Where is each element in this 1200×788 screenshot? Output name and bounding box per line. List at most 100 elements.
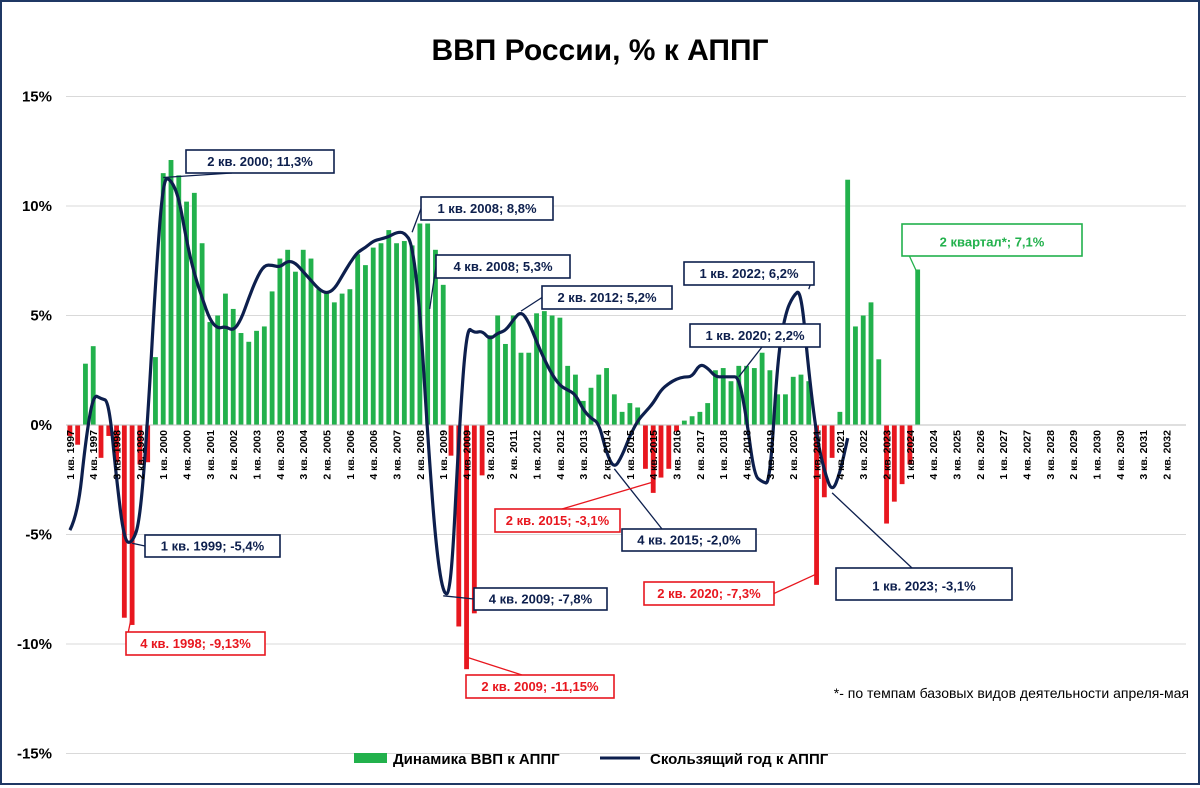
bar [510,315,516,425]
x-tick-label: 3 кв. 2007 [392,430,404,480]
callout-label: 4 кв. 2008; 5,3% [453,259,552,274]
bar [845,179,851,425]
bar [331,302,337,425]
x-tick-label: 3 кв. 2025 [952,430,964,480]
y-tick-label: -5% [25,527,52,544]
bar [67,425,73,436]
data-callouts: 2 кв. 2000; 11,3% 1 кв. 2008; 8,8% 4 кв. 2… [125,149,1083,699]
callout-label: 1 кв. 2023; -3,1% [872,578,976,593]
callout-box [125,631,266,656]
x-tick-label: 1 кв. 2012 [532,430,544,480]
legend: Динамика ВВП к АППГ Скользящий год к АПП… [354,751,829,768]
y-tick-label: 0% [30,417,52,434]
callout-box [185,149,335,174]
bar [479,425,485,476]
legend-line-label: Скользящий год к АППГ [650,751,829,768]
x-tick-label: 1 кв. 2009 [438,430,450,480]
callout-label: 1 кв. 1999; -5,4% [161,539,265,554]
bar [580,400,586,425]
bar [891,425,897,502]
bar [767,370,773,425]
bar [464,425,469,670]
bar [713,370,718,425]
x-tick-label: 3 кв. 2001 [205,430,217,480]
bar [720,368,726,425]
bar [736,365,742,425]
x-tick-label: 3 кв. 2019 [765,430,777,480]
callout-leader [831,492,913,569]
bar [355,254,361,425]
bar [596,374,602,425]
bar [806,381,812,425]
callout-leader [520,296,543,312]
bar [751,368,757,425]
x-tick-label: 4 кв. 2024 [928,430,940,480]
x-tick-label: 1 кв. 2003 [252,430,264,480]
x-tick-label: 3 кв. 2028 [1045,430,1057,480]
bar [705,403,711,425]
bar [744,365,749,425]
x-tick-label: 3 кв. 2004 [298,430,310,480]
x-tick-label: 4 кв. 2021 [835,430,847,480]
x-tick-label: 1 кв. 2000 [158,430,170,480]
bar [860,315,866,425]
callout-box [835,567,1013,601]
x-tick-label: 3 кв. 1998 [112,430,124,480]
callout-box [541,285,673,310]
bar [254,330,259,425]
callout-label: 2 кв. 2012; 5,2% [557,290,656,305]
x-tick-label: 3 кв. 2010 [485,430,497,480]
bar [829,425,835,458]
bar [238,333,244,425]
x-tick-label: 3 кв. 2022 [858,430,870,480]
callout-leader [466,656,523,676]
x-tick-label: 1 кв. 1997 [65,430,77,480]
callout-label: 2 кв. 2009; -11,15% [481,679,599,694]
bar [121,425,127,618]
bar [98,425,104,458]
x-tick-label: 2 кв. 2014 [602,430,614,480]
bar [199,243,205,425]
bar [215,315,221,425]
bar [114,425,119,463]
line-series [68,176,850,596]
y-axis-tick-labels: 15% 10% 5% 0% -5% -10% -15% [17,89,52,763]
callout-leader [561,481,654,510]
bar [783,394,788,425]
callout-leader [429,266,437,310]
callout-leader [443,595,475,600]
bar [168,160,174,425]
x-tick-label: 1 кв. 2018 [718,430,730,480]
bar [246,341,252,425]
x-tick-label: 2 кв. 2011 [508,430,520,479]
bar [394,243,399,425]
callout-leader [738,346,763,378]
bar [884,425,889,524]
bar [557,317,563,425]
bar [261,326,267,425]
bar-series [67,160,921,670]
bar [440,284,446,425]
callout-leader [131,542,146,547]
chart-title: ВВП России, % к АППГ [431,34,768,67]
y-tick-label: -10% [17,636,52,653]
callout-leader [613,468,663,530]
x-tick-label: 3 кв. 2016 [672,430,684,480]
x-tick-label: 1 кв. 2030 [1092,430,1104,480]
x-tick-label: 3 кв. 2031 [1138,430,1150,480]
bar [588,387,594,425]
bar [876,359,882,425]
y-tick-label: 5% [30,308,52,325]
bar [153,357,158,425]
bar [277,258,283,425]
callout-label: 2 кв. 2020; -7,3% [657,586,761,601]
x-tick-label: 1 кв. 2021 [812,430,824,480]
bar [308,258,314,425]
bar [549,315,555,425]
bar [853,326,858,425]
bar [534,313,539,425]
x-tick-label: 4 кв. 2027 [1022,430,1034,480]
bar [503,343,508,425]
callout-label: 4 кв. 2009; -7,8% [489,592,593,607]
